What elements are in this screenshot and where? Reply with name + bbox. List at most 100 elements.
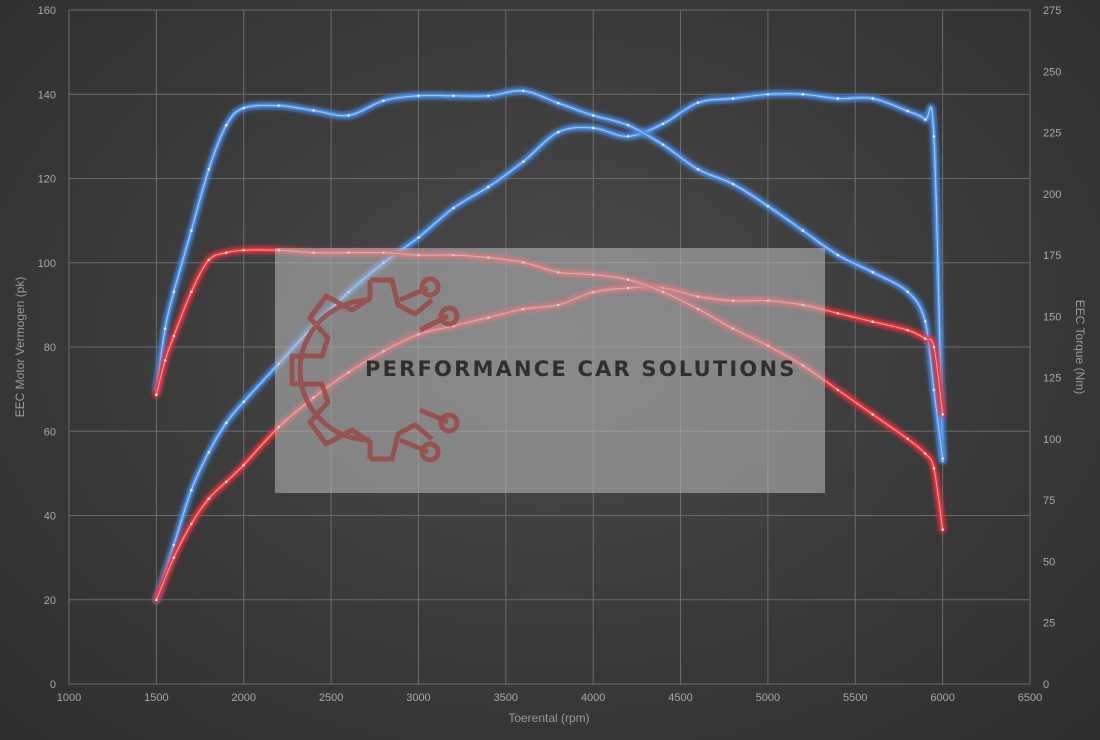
right-y-tick-label: 50	[1043, 556, 1055, 568]
watermark-panel	[275, 248, 825, 493]
grid-lines	[68, 9, 1031, 685]
data-point	[941, 528, 944, 531]
data-point	[242, 248, 246, 252]
data-point	[906, 109, 909, 113]
data-point	[906, 290, 909, 294]
right-y-tick-label: 0	[1043, 679, 1049, 691]
data-point	[277, 104, 280, 107]
left-y-tick-label: 160	[38, 5, 56, 17]
data-point	[487, 94, 490, 98]
data-point	[932, 135, 936, 138]
data-point	[224, 123, 228, 127]
data-point	[163, 327, 167, 330]
data-point	[224, 251, 228, 254]
data-point	[224, 480, 228, 484]
data-point	[766, 92, 770, 96]
data-point	[591, 126, 595, 130]
data-point	[923, 452, 927, 455]
right-y-tick-label: 75	[1043, 495, 1055, 507]
data-point	[923, 319, 927, 323]
data-point	[836, 312, 840, 315]
data-point	[190, 229, 193, 232]
data-point	[766, 204, 770, 208]
right-y-tick-label: 175	[1043, 250, 1061, 262]
data-point	[836, 97, 840, 100]
data-point	[224, 421, 228, 425]
data-point	[452, 206, 455, 210]
x-axis-label: Toerental (rpm)	[508, 711, 589, 725]
left-y-tick-label: 120	[38, 174, 56, 186]
data-point	[661, 122, 665, 126]
left-y-tick-label: 60	[44, 426, 56, 438]
data-point	[906, 437, 909, 441]
left-y-axis-ticks: 0 20 40 60 80 100 120 140 160	[38, 5, 56, 691]
data-point	[661, 143, 665, 147]
data-point	[871, 413, 875, 416]
left-y-tick-label: 20	[44, 595, 56, 607]
data-point	[242, 400, 246, 404]
data-point	[836, 388, 840, 392]
data-point	[932, 388, 936, 392]
right-y-tick-label: 125	[1043, 373, 1061, 385]
watermark-logo: PERFORMANCE CAR SOLUTIONS	[275, 248, 825, 493]
data-point	[906, 328, 909, 332]
right-y-tick-label: 275	[1043, 5, 1061, 17]
data-point	[696, 101, 700, 104]
data-point	[871, 270, 875, 274]
series-tuned-right	[151, 86, 948, 463]
data-point	[521, 89, 525, 93]
data-point	[172, 334, 176, 338]
series-tuned-left	[151, 89, 948, 605]
data-point	[417, 94, 420, 98]
data-point	[941, 457, 944, 460]
left-y-axis-label: EEC Motor Vermogen (pk)	[13, 277, 27, 418]
data-point	[452, 94, 455, 98]
data-point	[626, 123, 630, 127]
left-y-tick-label: 80	[44, 342, 56, 354]
x-tick-label: 4500	[668, 692, 692, 704]
data-point	[347, 114, 350, 117]
x-axis-ticks: 1000 1500 2000 2500 3000 3500 4000 4500 5000 5500…	[57, 692, 1042, 704]
data-point	[871, 97, 875, 100]
data-point	[731, 182, 735, 186]
data-point	[242, 463, 246, 467]
data-point	[556, 130, 560, 134]
data-point	[155, 598, 158, 602]
x-tick-label: 5500	[843, 692, 867, 704]
right-y-axis-label: EEC Torque (Nm)	[1073, 300, 1087, 394]
data-point	[207, 168, 211, 171]
data-point	[207, 258, 211, 262]
data-point	[801, 229, 805, 232]
x-tick-label: 2000	[231, 692, 255, 704]
data-point	[696, 168, 700, 171]
x-tick-label: 2500	[319, 692, 343, 704]
data-point	[172, 290, 176, 294]
data-point	[207, 497, 211, 500]
data-point	[190, 488, 193, 492]
data-point	[591, 114, 595, 117]
right-y-tick-label: 250	[1043, 66, 1061, 78]
x-tick-label: 5000	[756, 692, 780, 704]
data-point	[801, 92, 805, 96]
data-point	[190, 522, 193, 526]
data-point	[190, 290, 193, 294]
data-point	[242, 106, 246, 110]
right-y-tick-label: 150	[1043, 311, 1061, 323]
x-tick-label: 6000	[930, 692, 954, 704]
left-y-tick-label: 100	[38, 258, 56, 270]
data-point	[923, 118, 927, 121]
data-point	[172, 556, 176, 559]
watermark-text: PERFORMANCE CAR SOLUTIONS	[365, 357, 797, 381]
gear-circuit-icon	[289, 276, 460, 463]
data-point	[731, 97, 735, 100]
left-y-tick-label: 40	[44, 511, 56, 523]
x-tick-label: 1000	[57, 692, 81, 704]
data-point	[155, 393, 158, 397]
data-point	[871, 320, 875, 324]
data-point	[172, 543, 176, 547]
data-point	[626, 135, 630, 138]
left-y-tick-label: 0	[50, 679, 56, 691]
data-point	[207, 451, 211, 454]
data-point	[382, 99, 385, 102]
